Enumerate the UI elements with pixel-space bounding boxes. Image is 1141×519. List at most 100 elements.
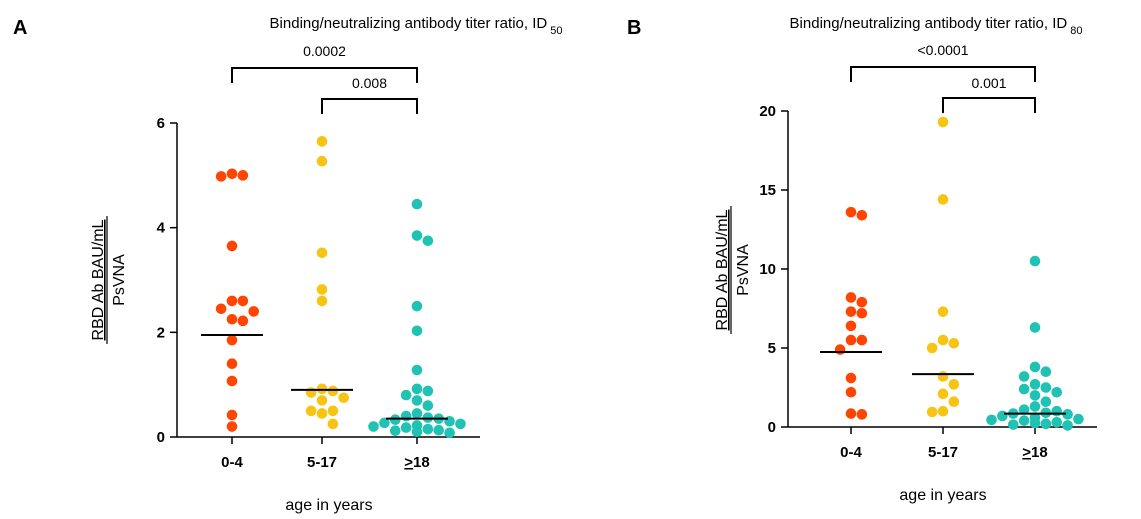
panel-b-point-5-17 (926, 406, 938, 418)
panel-a-point-ge18 (411, 408, 423, 419)
panel-a-point-ge18 (389, 425, 401, 437)
panel-a-point-5-17 (305, 405, 317, 417)
panel-b-point-ge18 (1029, 417, 1041, 429)
panel-b-bracket-5-17-vs-ge18 (942, 97, 1036, 113)
panel-a-point-0-4 (226, 409, 238, 421)
panel-a-point-ge18 (379, 417, 390, 429)
panel-a-point-ge18 (422, 400, 434, 411)
panel-a-point-0-4 (237, 295, 249, 307)
panel-b: B Binding/neutralizing antibody titer ra… (627, 15, 1097, 504)
panel-b-ytick-label: 0 (768, 419, 776, 436)
panel-b-point-5-17 (948, 379, 960, 390)
panel-b-point-0-4 (845, 408, 857, 419)
panel-a-point-ge18 (411, 230, 423, 241)
panel-a-point-5-17 (316, 284, 328, 295)
panel-a-point-0-4 (226, 334, 238, 346)
panel-a-point-0-4 (237, 315, 249, 327)
panel-b-ylabel: RBD Ab BAU/mL PsVNA (714, 206, 752, 334)
panel-a-point-5-17 (316, 155, 328, 167)
panel-b-letter: B (627, 17, 641, 39)
panel-b-point-ge18 (1029, 379, 1041, 390)
panel-b-point-5-17 (937, 194, 949, 205)
panel-b-point-ge18 (1040, 382, 1052, 393)
panel-a-ytick-label: 6 (157, 115, 165, 132)
panel-b-point-0-4 (834, 344, 846, 355)
panel-b-ytick-label: 5 (768, 340, 776, 357)
panel-a-point-ge18 (400, 410, 412, 422)
panel-a-point-0-4 (226, 375, 238, 387)
panel-a-point-0-4 (226, 421, 238, 432)
panel-b-xtick-label-ge18: >18 (1022, 444, 1047, 461)
panel-a-y-ticks: 0 2 4 6 (157, 115, 177, 446)
panel-b-ytick-label: 20 (759, 103, 776, 120)
panel-b-point-5-17 (948, 396, 960, 408)
panel-b-pvalue-0-4-vs-ge18: <0.0001 (918, 42, 969, 58)
panel-a-xtick-label-ge18: >18 (404, 454, 429, 471)
panel-b-point-ge18 (1029, 361, 1041, 373)
panel-b-xtick-label-5-17: 5-17 (928, 444, 958, 461)
panel-a-point-5-17 (327, 418, 339, 430)
panel-a-ylabel: RBD Ab BAU/mL PsVNA (90, 216, 128, 344)
panel-a-ytick-label: 0 (157, 429, 165, 446)
panel-b-point-0-4 (856, 209, 868, 221)
panel-a-point-ge18 (444, 416, 455, 427)
panel-a-point-0-4 (226, 295, 238, 307)
panel-b-point-5-17 (937, 371, 949, 382)
panel-a-xlabel: age in years (285, 497, 372, 514)
panel-b-x-ticks: 0-4 5-17 >18 (840, 427, 1048, 461)
panel-a-point-ge18 (411, 198, 423, 210)
panel-a-x-ticks: 0-4 5-17 >18 (221, 437, 430, 471)
panel-b-point-0-4 (845, 306, 857, 317)
panel-a-point-ge18 (411, 395, 423, 406)
panel-b-point-ge18 (1018, 404, 1030, 415)
panel-a-point-5-17 (316, 383, 328, 395)
panel-a-point-0-4 (226, 313, 238, 325)
panel-b-xlabel: age in years (899, 487, 986, 504)
panel-b-point-0-4 (845, 386, 857, 398)
panel-a-point-ge18 (422, 235, 434, 247)
panel-b-point-0-4 (856, 409, 868, 420)
panel-b-ylabel-numerator: RBD Ab BAU/mL (714, 209, 731, 330)
panel-a-point-ge18 (411, 383, 423, 395)
panel-b-point-ge18 (1051, 416, 1063, 428)
panel-a-point-5-17 (316, 408, 328, 419)
panel-b-point-ge18 (1018, 415, 1030, 426)
panel-b-point-ge18 (1040, 396, 1052, 408)
panel-a-point-5-17 (316, 136, 328, 147)
panel-a-point-5-17 (338, 392, 350, 404)
panel-a-ytick-label: 2 (157, 324, 165, 341)
panel-b-point-ge18 (1051, 386, 1063, 398)
panel-b-point-5-17 (937, 306, 949, 317)
panel-a-point-ge18 (411, 364, 423, 376)
panel-a-point-ge18 (389, 414, 401, 426)
panel-a-bracket-5-17-vs-ge18 (321, 98, 418, 114)
panel-b-point-0-4 (856, 296, 868, 308)
panel-a-point-ge18 (422, 385, 434, 397)
panel-a-medians (201, 333, 448, 420)
panel-a-points (215, 136, 466, 439)
panel-a-pvalue-5-17-vs-ge18: 0.008 (352, 75, 387, 91)
panel-b-point-ge18 (1040, 418, 1052, 430)
panel-a: A Binding/neutralizing antibody titer ra… (13, 15, 562, 514)
panel-b-significance-brackets: <0.0001 0.001 (850, 42, 1036, 113)
panel-a-point-0-4 (215, 303, 227, 315)
panel-a-point-5-17 (327, 385, 339, 397)
panel-b-xtick-label-0-4: 0-4 (840, 444, 862, 461)
panel-b-y-ticks: 0 5 10 15 20 (759, 103, 788, 436)
panel-a-point-ge18 (400, 389, 412, 401)
panel-b-point-0-4 (845, 320, 857, 332)
panel-b-point-ge18 (1040, 366, 1052, 378)
panel-a-point-5-17 (316, 247, 328, 259)
panel-b-point-ge18 (1007, 419, 1019, 430)
panel-b-medians (820, 350, 1066, 415)
panel-a-title: Binding/neutralizing antibody titer rati… (270, 15, 563, 37)
panel-a-point-0-4 (226, 358, 238, 370)
panel-a-point-ge18 (400, 422, 412, 433)
panel-b-point-ge18 (1073, 413, 1084, 425)
panel-a-ylabel-numerator: RBD Ab BAU/mL (90, 219, 107, 340)
panel-a-point-ge18 (455, 418, 466, 430)
panel-b-point-ge18 (1029, 390, 1041, 401)
panel-b-point-5-17 (937, 334, 949, 346)
panel-b-point-0-4 (845, 206, 857, 218)
panel-b-point-0-4 (845, 334, 857, 346)
